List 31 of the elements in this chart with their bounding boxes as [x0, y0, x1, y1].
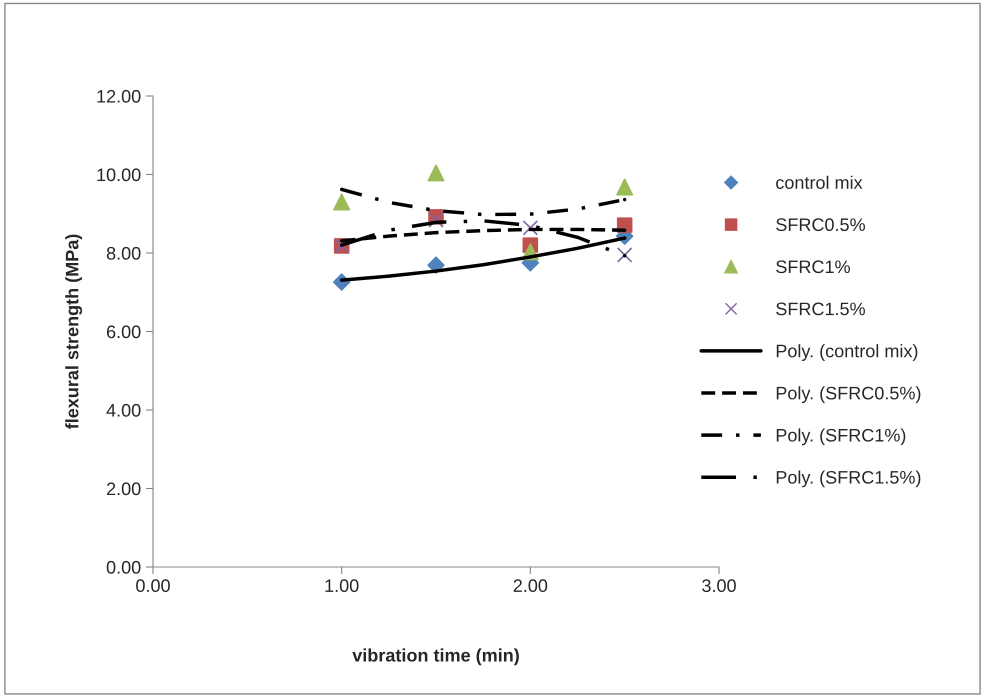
point: [340, 239, 344, 243]
y-tick-label: 10.00: [97, 168, 140, 182]
y-tick-label: 6.00: [106, 325, 140, 338]
x-tick-label: 1.00: [325, 579, 359, 592]
point: [622, 198, 626, 202]
legend-label: Poly. (control mix): [776, 344, 918, 361]
y-tick-label: 2.00: [106, 482, 140, 496]
y-axis-title: flexural strength (MPa): [65, 234, 82, 429]
x-tick-label: 2.00: [514, 579, 548, 592]
x-tick-label: 3.00: [702, 579, 736, 592]
legend-label: Poly. (SFRC0.5%): [776, 386, 920, 404]
y-tick-label: 8.00: [106, 246, 140, 260]
x-axis-title: vibration time (min): [352, 648, 519, 666]
point: [522, 220, 538, 236]
y-tick-label: 4.00: [106, 404, 140, 417]
legend-label: SFRC0.5%: [776, 218, 865, 232]
x-tick-label: 0.00: [136, 579, 170, 592]
point: [340, 188, 344, 192]
point: [428, 164, 444, 182]
y-tick-label: 12.00: [97, 90, 140, 103]
legend-label: Poly. (SFRC1.5%): [776, 470, 920, 488]
point: [622, 254, 626, 258]
point: [428, 212, 444, 228]
y-tick-label: 0.00: [106, 560, 140, 574]
legend-label: Poly. (SFRC1%): [776, 428, 906, 446]
point: [616, 247, 632, 263]
point: [333, 194, 350, 210]
legend-label: SFRC1%: [776, 260, 850, 274]
legend-label: control mix: [776, 176, 862, 189]
legend-label: SFRC1.5%: [776, 302, 865, 316]
point: [616, 178, 634, 196]
